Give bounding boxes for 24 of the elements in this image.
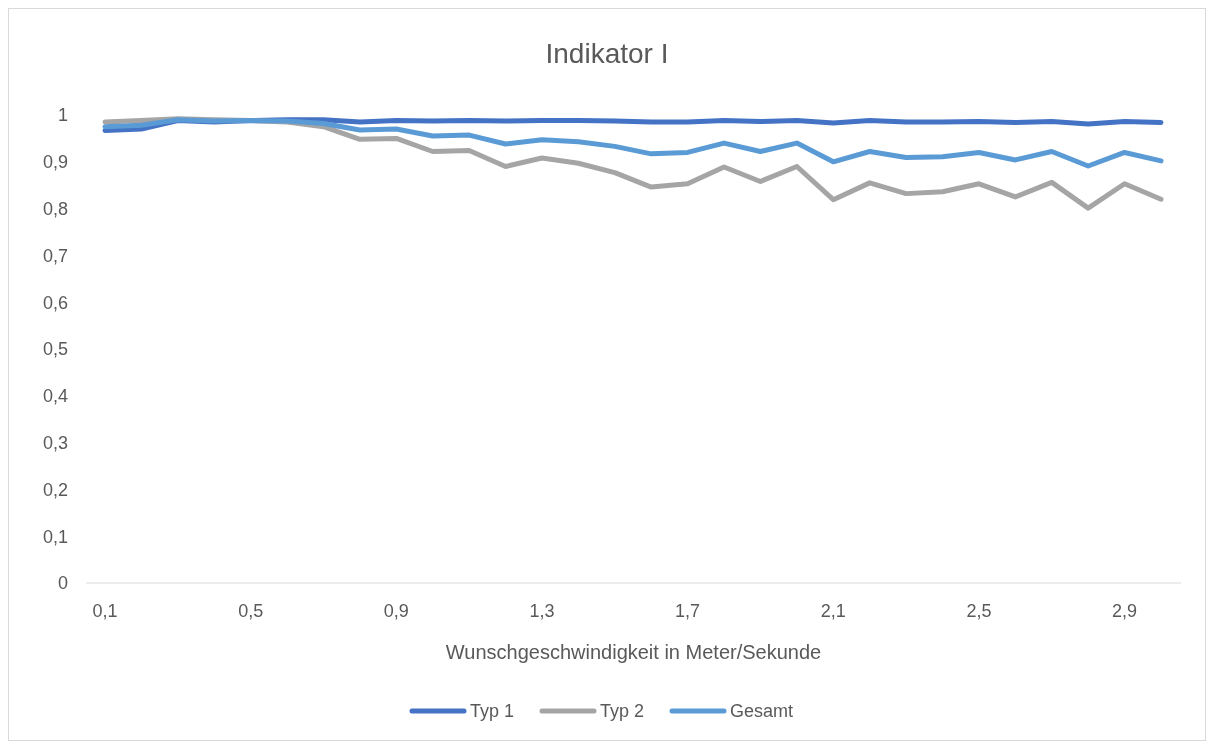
x-tick-label: 1,3	[529, 601, 555, 621]
y-tick-label: 0,1	[42, 526, 68, 547]
y-tick-label: 1	[57, 105, 68, 126]
legend-label: Typ 2	[600, 701, 645, 722]
legend-label: Gesamt	[730, 701, 794, 722]
y-tick-label: 0,7	[42, 245, 68, 266]
y-tick-label: 0,3	[42, 432, 68, 453]
y-tick-label: 0,9	[42, 152, 68, 173]
chart-title: Indikator I	[545, 38, 669, 69]
x-tick-label: 2,9	[1112, 601, 1138, 621]
y-tick-label: 0,6	[42, 292, 68, 313]
x-tick-label: 0,1	[92, 601, 118, 621]
x-tick-label: 0,9	[383, 601, 409, 621]
y-tick-label: 0,2	[42, 479, 68, 500]
x-tick-label: 1,7	[675, 601, 701, 621]
y-tick-label: 0	[57, 573, 68, 594]
legend-label: Typ 1	[470, 701, 515, 722]
x-tick-label: 2,1	[820, 601, 846, 621]
x-axis-title: Wunschgeschwindigkeit in Meter/Sekunde	[445, 641, 822, 663]
y-tick-label: 0,8	[42, 198, 68, 219]
x-tick-label: 0,5	[238, 601, 264, 621]
y-tick-label: 0,5	[42, 339, 68, 360]
x-tick-label: 2,5	[966, 601, 992, 621]
y-tick-label: 0,4	[42, 386, 68, 407]
